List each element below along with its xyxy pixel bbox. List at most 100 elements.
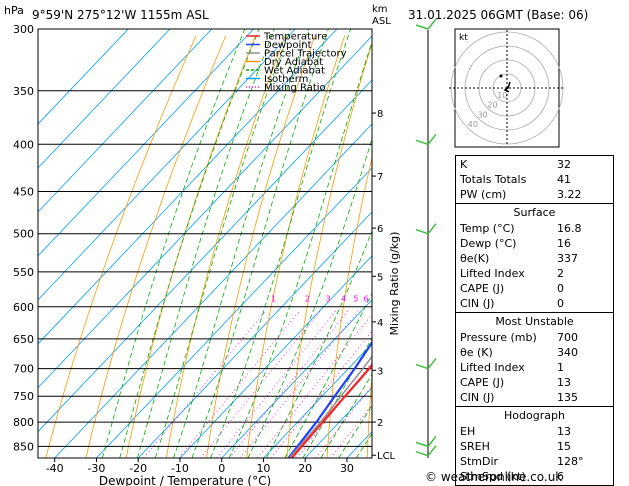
isotherm-line	[38, 29, 338, 345]
wet-adiabat-line	[266, 229, 372, 458]
wind-barb-icon	[415, 133, 437, 146]
indices-panel: K 32 Totals Totals 41 PW (cm) 3.22 Surface Tem…	[455, 155, 614, 486]
pressure-tick-label: 450	[13, 185, 34, 198]
mixing-ratio-label: 3	[326, 294, 331, 303]
index-name: PW (cm)	[460, 188, 507, 201]
index-value: 13	[557, 376, 571, 389]
mixing-ratio-label: 4	[341, 294, 346, 303]
unstable-indices: Most Unstable Pressure (mb) 700 θe (K) 340 Li…	[455, 313, 614, 407]
index-name: StmSpd (kt)	[460, 470, 526, 483]
credit-link[interactable]: © weatheronline.co.uk	[425, 470, 563, 484]
mixing-ratio-line	[216, 309, 337, 458]
unstable-index-row: Pressure (mb) 700	[460, 330, 609, 345]
isotherm-line	[263, 343, 372, 458]
pressure-tick-label: 800	[13, 416, 34, 429]
hodograph-ring-label: 30	[478, 110, 488, 119]
km-tick-label: LCL	[377, 451, 396, 462]
index-name: Dewp (°C)	[460, 237, 517, 250]
index-value: 0	[557, 297, 564, 310]
plot-frame	[37, 28, 373, 459]
dry-adiabat-line	[286, 42, 372, 458]
pressure-tick-label: 400	[13, 138, 34, 151]
index-name: CAPE (J)	[460, 282, 505, 295]
legend-label: Temperature	[263, 32, 327, 43]
surface-index-row: Lifted Index 2	[460, 266, 609, 281]
dry-adiabat-line	[366, 371, 372, 458]
general-indices: K 32 Totals Totals 41 PW (cm) 3.22	[455, 155, 614, 204]
index-name: Temp (°C)	[460, 222, 515, 235]
index-name: CAPE (J)	[460, 376, 505, 389]
pressure-tick-label: 600	[13, 301, 34, 314]
km-tick-label: 6	[377, 224, 383, 235]
km-tick-label: 7	[377, 172, 383, 183]
surface-index-row: Dewp (°C) 16	[460, 236, 609, 251]
isotherm-line	[38, 79, 372, 433]
isotherm-line	[38, 29, 254, 257]
pressure-tick-label: 550	[13, 266, 34, 279]
profile-parcel-trajectory	[288, 355, 372, 458]
index-value: 16.8	[557, 222, 582, 235]
hodograph-index-row: SREH 15	[460, 439, 609, 454]
index-value: 16	[557, 237, 571, 250]
pressure-tick-label: 500	[13, 228, 34, 241]
index-value: 0	[557, 282, 564, 295]
general-index-row: K 32	[460, 157, 609, 172]
index-name: CIN (J)	[460, 297, 495, 310]
x-axis-label: Dewpoint / Temperature (°C)	[99, 474, 271, 486]
surface-indices: Surface Temp (°C) 16.8 Dewp (°C) 16 θe(K) 337 L…	[455, 204, 614, 313]
legend-label: Dry Adiabat	[264, 57, 323, 68]
asl-unit: ASL	[372, 16, 391, 27]
surface-index-row: CAPE (J) 0	[460, 281, 609, 296]
index-value: 340	[557, 346, 578, 359]
index-name: Pressure (mb)	[460, 331, 537, 344]
index-name: θe (K)	[460, 346, 493, 359]
wet-adiabat-line	[284, 292, 372, 458]
surface-index-row: Temp (°C) 16.8	[460, 221, 609, 236]
wind-barb-icon	[415, 18, 437, 30]
index-value: 3.22	[557, 188, 582, 201]
dry-adiabat-line	[165, 35, 286, 458]
index-name: EH	[460, 425, 476, 438]
km-unit: km	[372, 4, 388, 15]
profile-temperature	[290, 363, 372, 458]
x-tick-label: 0	[218, 462, 225, 475]
dry-adiabat-line	[246, 35, 346, 458]
pressure-tick-label: 750	[13, 390, 34, 403]
isotherm-line	[38, 35, 372, 389]
hodograph-unit: kt	[459, 33, 468, 43]
wet-adiabat-line	[154, 29, 292, 458]
dry-adiabat-line	[206, 35, 316, 458]
isotherm-line	[38, 29, 213, 213]
legend-label: Wet Adiabat	[264, 66, 325, 77]
unstable-index-row: CIN (J) 135	[460, 390, 609, 405]
unstable-index-row: CAPE (J) 13	[460, 375, 609, 390]
mixing-ratio-label: 6	[363, 294, 368, 303]
wind-barb-icon	[415, 445, 437, 457]
isotherm-line	[38, 29, 129, 125]
km-tick-label: 2	[377, 418, 383, 429]
wet-adiabat-line	[119, 29, 260, 458]
wet-adiabat-line	[137, 29, 275, 458]
wet-adiabat-line	[228, 40, 372, 458]
index-value: 337	[557, 252, 578, 265]
pressure-tick-label: 700	[13, 363, 34, 376]
wind-barb-icon	[415, 358, 437, 370]
pressure-tick-label: 350	[13, 85, 34, 98]
mixing-ratio-label: 15	[415, 294, 425, 303]
mixing-ratio-line	[256, 313, 372, 458]
unstable-index-title: Most Unstable	[495, 315, 574, 328]
wet-adiabat-line	[191, 29, 329, 458]
index-name: Lifted Index	[460, 361, 525, 374]
index-name: SREH	[460, 440, 490, 453]
pressure-tick-label: 650	[13, 333, 34, 346]
unstable-index-row: Lifted Index 1	[460, 360, 609, 375]
unstable-index-row: θe (K) 340	[460, 345, 609, 360]
km-tick-label: 8	[377, 109, 383, 120]
km-tick-label: 3	[377, 366, 383, 377]
dry-adiabat-line	[45, 35, 197, 458]
hodograph-ring-label: 10	[497, 91, 507, 100]
x-tick-label: -40	[46, 462, 64, 475]
index-name: CIN (J)	[460, 391, 495, 404]
